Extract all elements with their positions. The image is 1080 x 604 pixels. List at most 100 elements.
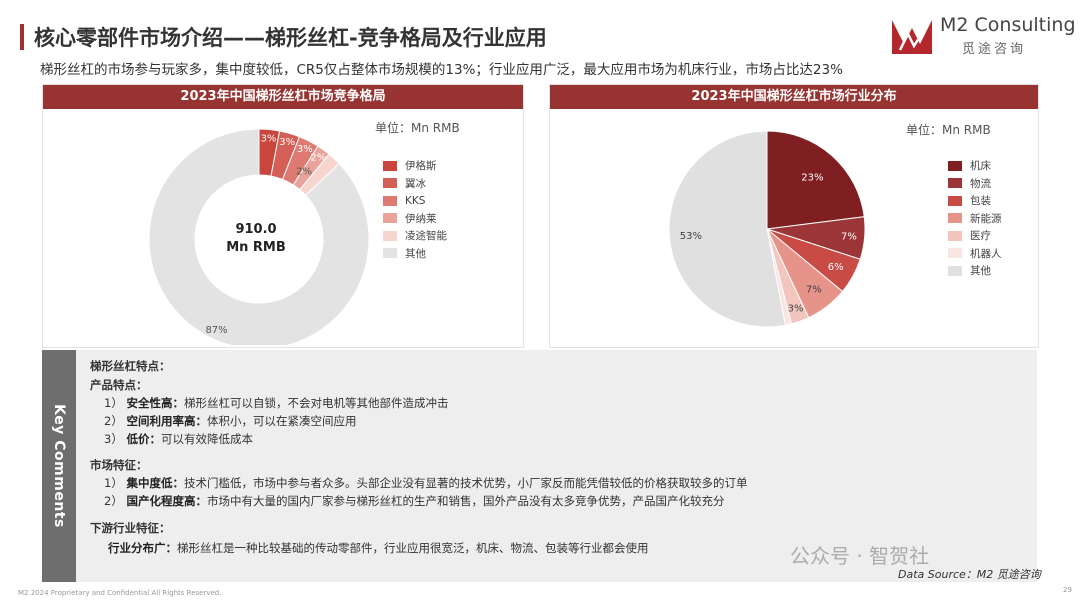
competition-legend-label-1: 翼冰 xyxy=(405,177,426,190)
competition-legend-item-0: 伊格斯 xyxy=(383,157,447,175)
industry-legend-label-0: 机床 xyxy=(970,160,991,173)
industry-legend-label-3: 新能源 xyxy=(970,212,1002,225)
industry-legend-label-6: 其他 xyxy=(970,265,991,278)
industry-legend-swatch-6 xyxy=(948,265,962,276)
donut-slice-label-5: 87% xyxy=(205,325,227,336)
product-item-2: 3） 低价：可以有效降低成本 xyxy=(104,431,253,447)
competition-legend: 伊格斯翼冰 KKS 伊纳莱凌途智能其他 xyxy=(383,157,447,262)
pie-slice-0 xyxy=(766,130,865,230)
competition-legend-swatch-2 xyxy=(383,195,397,206)
product-item-0: 1） 安全性高：梯形丝杠可以自锁，不会对电机等其他部件造成冲击 xyxy=(104,395,448,411)
industry-legend-label-1: 物流 xyxy=(970,177,991,190)
product-item-1: 2） 空间利用率高：体积小，可以在紧凑空间应用 xyxy=(104,413,356,429)
product-item-number: 3） xyxy=(104,432,127,446)
product-item-text: 体积小，可以在紧凑空间应用 xyxy=(206,414,357,428)
competition-panel: 2023年中国梯形丝杠市场竞争格局 单位：Mn RMB 3% 3% 3% 2% 2% 87… xyxy=(42,84,524,348)
donut-slice-label-2: 3% xyxy=(297,144,313,155)
industry-legend-item-0: 机床 xyxy=(948,157,1002,175)
industry-legend-label-4: 医疗 xyxy=(970,230,991,243)
industry-legend-swatch-1 xyxy=(948,178,962,189)
donut-center-label: 910.0 Mn RMB xyxy=(211,221,301,257)
competition-legend-item-4: 凌途智能 xyxy=(383,227,447,245)
product-item-text: 可以有效降低成本 xyxy=(160,432,253,446)
competition-unit-label: 单位：Mn RMB xyxy=(375,121,460,135)
donut-center-unit: Mn RMB xyxy=(226,240,286,255)
competition-legend-swatch-1 xyxy=(383,178,397,189)
market-heading: 市场特征： xyxy=(90,458,148,472)
donut-slice-label-4: 2% xyxy=(296,166,312,177)
data-source: Data Source：M2 觅途咨询 xyxy=(898,568,1041,581)
pie-slice-label-2: 6% xyxy=(828,262,844,273)
pie-slice-label-6: 53% xyxy=(680,231,702,242)
competition-chart-title: 2023年中国梯形丝杠市场竞争格局 xyxy=(43,85,523,109)
industry-pie-chart: 23%7%6%7%3%1%53% xyxy=(668,130,866,328)
comments-heading: 梯形丝杠特点： xyxy=(90,359,171,373)
industry-legend-item-3: 新能源 xyxy=(948,210,1002,228)
product-item-number: 2） xyxy=(104,414,127,428)
industry-legend-swatch-4 xyxy=(948,230,962,241)
downstream-item-text: 梯形丝杠是一种比较基础的传动零部件，行业应用很宽泛，机床、物流、包装等行业都会使… xyxy=(177,541,649,555)
product-item-label: 空间利用率高： xyxy=(126,414,207,428)
industry-legend-item-1: 物流 xyxy=(948,175,1002,193)
page-number: 29 xyxy=(1063,586,1072,594)
pie-slice-label-1: 7% xyxy=(841,232,857,243)
market-item-1: 2） 国产化程度高：市场中有大量的国内厂家参与梯形丝杠的生产和销售，国外产品没有… xyxy=(104,493,724,509)
donut-slice-5 xyxy=(148,128,370,345)
market-item-label: 国产化程度高： xyxy=(126,494,207,508)
donut-slice-label-0: 3% xyxy=(261,133,277,144)
product-item-text: 梯形丝杠可以自锁，不会对电机等其他部件造成冲击 xyxy=(183,396,449,410)
market-item-0: 1） 集中度低：技术门槛低，市场中参与者众多。头部企业没有显著的技术优势，小厂家… xyxy=(104,475,747,491)
product-item-number: 1） xyxy=(104,396,127,410)
pie-slice-label-4: 3% xyxy=(788,303,804,314)
market-item-label: 集中度低： xyxy=(126,476,184,490)
logo-subname: 觅途咨询 xyxy=(962,42,1027,57)
competition-legend-label-0: 伊格斯 xyxy=(405,160,437,173)
key-comments-box: Key Comments 梯形丝杠特点： 产品特点： 1） 安全性高：梯形丝杠可… xyxy=(42,350,1037,582)
competition-legend-label-4: 凌途智能 xyxy=(405,230,447,243)
competition-legend-item-1: 翼冰 xyxy=(383,175,447,193)
pie-slice-label-0: 23% xyxy=(801,173,823,184)
page-subtitle: 梯形丝杠的市场参与玩家多，集中度较低，CR5仅占整体市场规模的13%；行业应用广… xyxy=(40,62,843,78)
industry-legend-swatch-2 xyxy=(948,195,962,206)
competition-legend-swatch-5 xyxy=(383,248,397,259)
industry-chart-title: 2023年中国梯形丝杠市场行业分布 xyxy=(550,85,1038,109)
market-item-text: 技术门槛低，市场中参与者众多。头部企业没有显著的技术优势，小厂家反而能凭借较低的… xyxy=(183,476,748,490)
product-heading: 产品特点： xyxy=(90,378,148,392)
industry-legend-label-5: 机器人 xyxy=(970,247,1002,260)
industry-legend-item-6: 其他 xyxy=(948,262,1002,280)
competition-legend-label-5: 其他 xyxy=(405,247,426,260)
logo-name: M2 Consulting xyxy=(940,14,1076,36)
industry-legend-label-2: 包装 xyxy=(970,195,991,208)
donut-slice-label-3: 2% xyxy=(310,152,326,163)
title-accent-bar xyxy=(20,24,24,50)
market-item-number: 1） xyxy=(104,476,127,490)
industry-legend-swatch-0 xyxy=(948,160,962,171)
product-item-label: 低价： xyxy=(126,432,161,446)
watermark: 公众号 · 智贺社 xyxy=(790,544,930,568)
competition-legend-swatch-3 xyxy=(383,213,397,224)
pie-slice-6 xyxy=(668,130,786,328)
industry-legend-item-2: 包装 xyxy=(948,192,1002,210)
competition-donut-chart: 3% 3%3%2%2%87% xyxy=(148,128,370,345)
pie-slice-label-3: 7% xyxy=(806,284,822,295)
m2-logo-icon xyxy=(892,20,932,54)
industry-unit-label: 单位：Mn RMB xyxy=(906,123,991,137)
downstream-item: 行业分布广：梯形丝杠是一种比较基础的传动零部件，行业应用很宽泛，机床、物流、包装… xyxy=(108,540,649,556)
key-comments-tab: Key Comments xyxy=(42,350,76,582)
competition-legend-label-2: KKS xyxy=(405,194,426,207)
competition-legend-item-2: KKS xyxy=(383,192,447,210)
industry-legend: 机床物流包装新能源医疗机器人其他 xyxy=(948,157,1002,280)
copyright-footer: M2 2024 Proprietary and Confidential All… xyxy=(18,589,222,597)
market-item-text: 市场中有大量的国内厂家参与梯形丝杠的生产和销售，国外产品没有太多竞争优势，产品国… xyxy=(206,494,725,508)
product-item-label: 安全性高： xyxy=(126,396,184,410)
market-item-number: 2） xyxy=(104,494,127,508)
industry-panel: 2023年中国梯形丝杠市场行业分布 单位：Mn RMB 23%7%6%7%3%1… xyxy=(549,84,1039,348)
industry-legend-swatch-5 xyxy=(948,248,962,259)
downstream-item-label: 行业分布广： xyxy=(108,541,177,555)
donut-slice-label-1: 3% xyxy=(279,137,295,148)
downstream-heading: 下游行业特征： xyxy=(90,521,171,535)
competition-legend-swatch-4 xyxy=(383,230,397,241)
competition-legend-item-3: 伊纳莱 xyxy=(383,210,447,228)
industry-legend-item-5: 机器人 xyxy=(948,245,1002,263)
competition-legend-label-3: 伊纳莱 xyxy=(405,212,437,225)
